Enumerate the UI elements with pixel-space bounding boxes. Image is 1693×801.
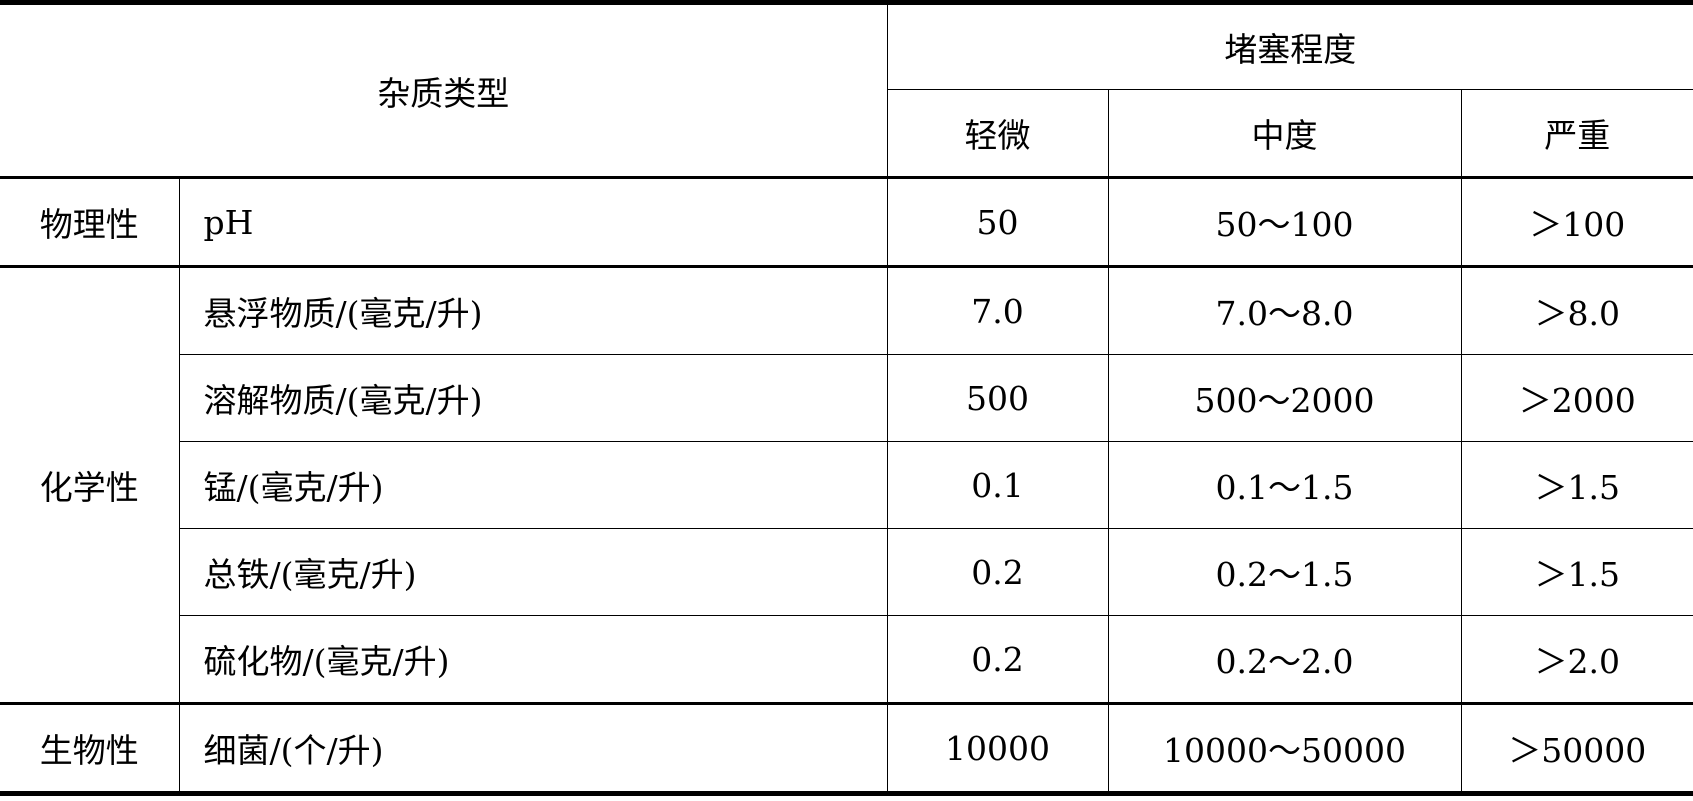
group-physical: 物理性: [0, 176, 180, 267]
level-header-row: 轻微 中度 严重: [0, 89, 1693, 178]
clogging-degree-header: 堵塞程度: [886, 2, 1693, 90]
severe-cell: ＞2000: [1460, 354, 1693, 442]
moderate-cell: 500～2000: [1107, 354, 1462, 442]
item-cell: 悬浮物质/(毫克/升): [178, 265, 888, 355]
item-cell: 总铁/(毫克/升): [178, 528, 888, 616]
mild-cell: 0.2: [886, 528, 1109, 616]
moderate-cell: 0.1～1.5: [1107, 441, 1462, 529]
table-row: 硫化物/(毫克/升) 0.2 0.2～2.0 ＞2.0: [0, 615, 1693, 704]
table-row: 锰/(毫克/升) 0.1 0.1～1.5 ＞1.5: [0, 441, 1693, 529]
item-cell: 细菌/(个/升): [178, 702, 888, 794]
table-row: 溶解物质/(毫克/升) 500 500～2000 ＞2000: [0, 354, 1693, 442]
moderate-cell: 7.0～8.0: [1107, 265, 1462, 355]
table-row: 化学性 悬浮物质/(毫克/升) 7.0 7.0～8.0 ＞8.0: [0, 265, 1693, 704]
severe-cell: ＞1.5: [1460, 528, 1693, 616]
mild-cell: 50: [886, 176, 1109, 267]
mild-cell: 10000: [886, 702, 1109, 794]
severe-cell: ＞8.0: [1460, 265, 1693, 355]
table-row: 总铁/(毫克/升) 0.2 0.2～1.5 ＞1.5: [0, 528, 1693, 616]
severe-cell: ＞50000: [1460, 702, 1693, 794]
header-row: 杂质类型 堵塞程度: [0, 2, 1693, 178]
table-row: 物理性 pH 50 50～100 ＞100: [0, 176, 1693, 267]
impurity-type-header: 杂质类型: [0, 2, 888, 178]
group-chemical: 化学性: [0, 265, 180, 704]
item-cell: 硫化物/(毫克/升): [178, 615, 888, 704]
item-cell: 锰/(毫克/升): [178, 441, 888, 529]
moderate-cell: 0.2～2.0: [1107, 615, 1462, 704]
moderate-cell: 50～100: [1107, 176, 1462, 267]
severe-cell: ＞100: [1460, 176, 1693, 267]
item-cell: 溶解物质/(毫克/升): [178, 354, 888, 442]
table-row: 生物性 细菌/(个/升) 10000 10000～50000 ＞50000: [0, 702, 1693, 794]
group-biological: 生物性: [0, 702, 180, 794]
severe-cell: ＞2.0: [1460, 615, 1693, 704]
item-cell: pH: [178, 176, 888, 267]
mild-cell: 500: [886, 354, 1109, 442]
level-severe-header: 严重: [1460, 89, 1693, 178]
level-mild-header: 轻微: [886, 89, 1109, 178]
moderate-cell: 0.2～1.5: [1107, 528, 1462, 616]
moderate-cell: 10000～50000: [1107, 702, 1462, 794]
mild-cell: 0.1: [886, 441, 1109, 529]
mild-cell: 0.2: [886, 615, 1109, 704]
severe-cell: ＞1.5: [1460, 441, 1693, 529]
level-moderate-header: 中度: [1107, 89, 1462, 178]
mild-cell: 7.0: [886, 265, 1109, 355]
